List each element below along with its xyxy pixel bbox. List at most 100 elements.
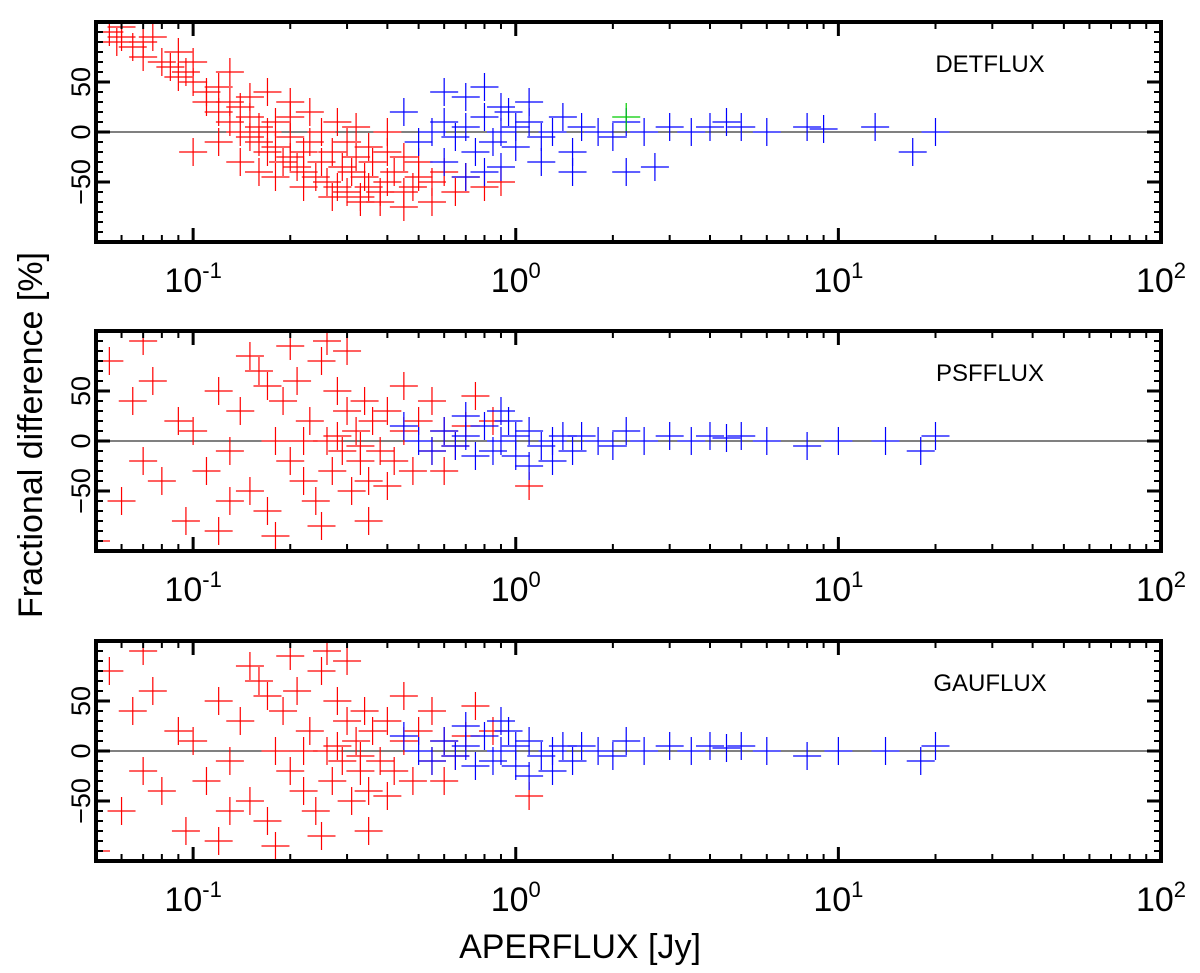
data-point (373, 472, 402, 500)
data-point (567, 113, 596, 141)
data-point (417, 118, 446, 146)
data-point (486, 707, 515, 735)
data-point (164, 717, 193, 745)
data-point (727, 113, 756, 141)
data-point (612, 158, 641, 186)
data-point (269, 148, 298, 176)
data-point (301, 797, 330, 825)
data-point (527, 123, 556, 151)
data-point (871, 737, 900, 765)
data-point (307, 118, 336, 146)
series-bright (389, 73, 950, 191)
data-point (261, 737, 290, 765)
data-point (451, 113, 480, 141)
series-faint (96, 22, 515, 221)
data-point (346, 742, 375, 770)
data-point (342, 417, 371, 445)
y-tick-label: −50 (66, 778, 96, 824)
data-point (179, 417, 208, 445)
data-point (253, 497, 282, 525)
data-point (373, 118, 402, 146)
data-point (417, 437, 446, 465)
data-point (809, 115, 838, 143)
data-point (486, 153, 515, 181)
data-point (486, 93, 515, 121)
data-point (354, 817, 383, 845)
data-point (417, 697, 446, 725)
data-point (612, 727, 641, 755)
data-point (129, 447, 158, 475)
data-point (295, 717, 324, 745)
data-point (712, 424, 741, 452)
data-point (295, 128, 324, 156)
data-point (358, 407, 387, 435)
data-point (215, 797, 244, 825)
data-point (630, 737, 659, 765)
data-point (253, 682, 282, 710)
data-point (727, 732, 756, 760)
data-point (295, 407, 324, 435)
data-point (558, 437, 587, 465)
data-point (318, 767, 347, 795)
data-point (261, 427, 290, 455)
data-point (235, 342, 264, 370)
data-point (515, 452, 544, 480)
data-point (358, 717, 387, 745)
data-point (695, 113, 724, 141)
data-point (538, 118, 567, 146)
data-point (313, 427, 342, 455)
data-point (107, 487, 136, 515)
data-point (558, 158, 587, 186)
data-point (164, 38, 193, 66)
series-other (612, 103, 641, 131)
data-point (461, 442, 490, 470)
data-point (430, 767, 459, 795)
y-tick-label: 50 (66, 686, 96, 716)
data-point (323, 687, 352, 715)
data-point (752, 737, 781, 765)
data-point (354, 467, 383, 495)
data-point (793, 113, 822, 141)
data-point (441, 123, 470, 151)
data-point (494, 407, 523, 435)
data-point (515, 762, 544, 790)
data-point (342, 113, 371, 141)
data-point (486, 737, 515, 765)
data-point (333, 337, 362, 365)
data-point (204, 377, 233, 405)
data-point (655, 732, 684, 760)
panels: 50 0 −50 10-1 100 101 102 DETFLUX 50 0 −50 10-1 100 1… (66, 20, 1186, 919)
data-point (215, 747, 244, 775)
data-point (366, 747, 395, 775)
data-point (398, 767, 427, 795)
y-tick-label: −50 (66, 468, 96, 514)
data-point (478, 747, 507, 775)
x-tick-label: 102 (1136, 258, 1186, 300)
panel-psfflux: 50 0 −50 10-1 100 101 102 PSFFLUX (66, 329, 1186, 609)
data-point (289, 737, 318, 765)
x-tick-label: 101 (813, 258, 863, 300)
data-point (253, 372, 282, 400)
data-point (527, 742, 556, 770)
data-point (244, 113, 273, 141)
data-point (276, 757, 305, 785)
data-point (346, 432, 375, 460)
data-point (107, 797, 136, 825)
data-point (318, 183, 347, 211)
data-point (373, 397, 402, 425)
data-point (373, 707, 402, 735)
panel-label: GAUFLUX (933, 670, 1046, 697)
data-point (501, 732, 530, 760)
y-tick-label: −50 (66, 159, 96, 205)
data-points (96, 641, 950, 861)
data-point (179, 48, 208, 76)
data-point (333, 178, 362, 206)
x-tick-label: 101 (813, 877, 863, 919)
data-point (283, 153, 312, 181)
data-point (204, 128, 233, 156)
data-point (461, 138, 490, 166)
data-point (253, 807, 282, 835)
data-point (283, 677, 312, 705)
data-point (244, 158, 273, 186)
